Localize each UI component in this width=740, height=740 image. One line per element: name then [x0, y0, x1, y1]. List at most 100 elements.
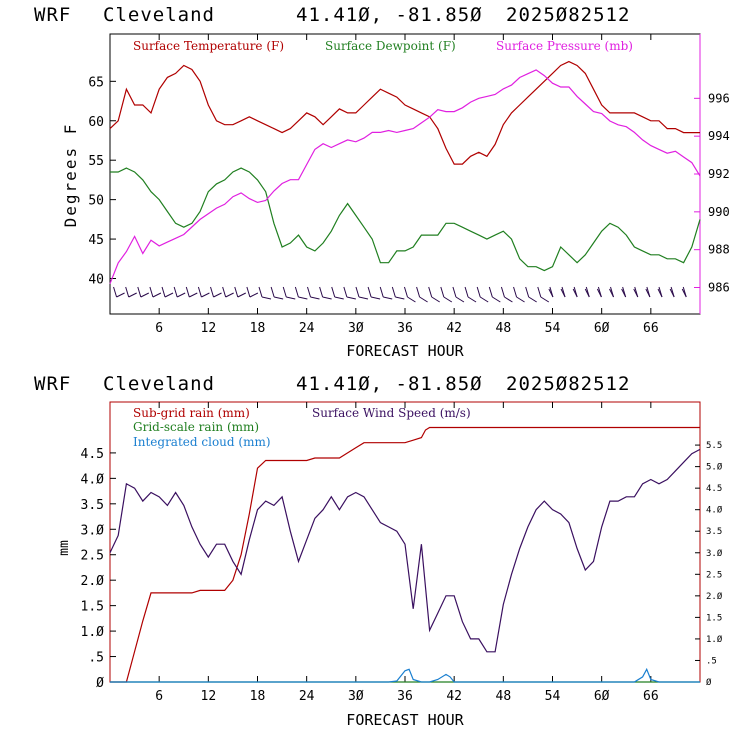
- bottom-x-tick-label: 54: [545, 689, 561, 704]
- bottom-y-tick-label: 4.5: [81, 447, 104, 462]
- sub-grid-rain-line: [110, 426, 700, 683]
- bottom-series: [109, 426, 701, 683]
- legend-surface-dewpoint: Surface Dewpoint (F): [325, 39, 456, 53]
- wind-barb-flag: [537, 286, 542, 298]
- bottom-x-tick-label: 48: [496, 689, 512, 704]
- wind-barb-flag: [476, 286, 481, 298]
- wind-barb: [246, 286, 259, 298]
- bottom-location-label: Cleveland: [103, 373, 215, 395]
- bottom-y-tick-label: Ø: [96, 676, 104, 691]
- integrated-cloud-line: [110, 667, 700, 683]
- wind-barb-flag: [452, 286, 457, 298]
- wind-barb-staff: [189, 292, 198, 298]
- bottom-y-tick-label: 2.Ø: [81, 574, 105, 589]
- bottom-x-tick-label: 42: [446, 689, 462, 704]
- wind-barb-flag: [403, 286, 408, 298]
- top-y2-tick-label: 992: [708, 167, 730, 181]
- wind-barb: [307, 286, 320, 300]
- wind-barb-flag: [258, 286, 263, 298]
- wind-barb-staff: [201, 292, 210, 298]
- wind-barb: [669, 286, 675, 298]
- wind-barb-staff: [140, 292, 150, 298]
- top-x-tick-label: 6: [155, 321, 163, 336]
- wind-barb: [440, 286, 453, 303]
- legend-surface-pressure: Surface Pressure (mb): [496, 39, 633, 53]
- top-y-axis-label: Degrees F: [61, 123, 80, 228]
- wind-barb-flag: [197, 286, 202, 298]
- wind-barb-staff: [431, 296, 440, 303]
- wind-barb-staff: [116, 292, 125, 298]
- wind-barb-staff: [164, 292, 174, 298]
- top-model-label: WRF: [34, 4, 71, 26]
- wind-barb-staff: [176, 292, 186, 298]
- wind-barb-flag: [573, 286, 578, 298]
- wind-barb-flag: [234, 286, 239, 298]
- wind-barb: [379, 286, 393, 300]
- top-y-tick-label: 60: [88, 115, 104, 130]
- wind-barbs: [113, 286, 687, 303]
- wind-barb-staff: [310, 296, 320, 300]
- top-location-label: Cleveland: [103, 4, 215, 26]
- wind-barb: [197, 286, 210, 298]
- wind-barb: [609, 286, 614, 298]
- wind-barb-flag: [307, 286, 311, 298]
- wind-barb: [476, 286, 489, 303]
- wind-barb: [596, 286, 602, 298]
- bottom-y-tick-label: 4.Ø: [81, 472, 105, 487]
- top-x-tick-label: 42: [446, 321, 462, 336]
- wind-barb: [391, 286, 405, 300]
- bottom-y-tick-label: 1.5: [81, 600, 104, 615]
- top-run-label: 2025Ø82512: [506, 4, 630, 26]
- wind-barb: [294, 286, 308, 300]
- top-x-tick-label: 6Ø: [594, 321, 610, 336]
- wind-barb: [560, 286, 566, 298]
- bottom-y-tick-label: 3.Ø: [81, 523, 105, 538]
- wind-barb-staff: [334, 296, 344, 300]
- wind-barb-flag: [440, 286, 445, 298]
- legend-surface-temperature: Surface Temperature (F): [133, 39, 284, 53]
- top-x-tick-label: 48: [496, 321, 512, 336]
- surface-wind-speed-line: [109, 448, 701, 653]
- bottom-axes: 6 12 18 24 3Ø 36 42 48 54 6Ø 66 Ø .5 1.Ø 1.5 2.Ø 2.5 3.Ø 3…: [81, 402, 723, 704]
- wind-barb-staff: [237, 292, 246, 298]
- wind-barb-staff: [516, 296, 525, 303]
- wind-barb: [657, 286, 663, 298]
- wind-barb-staff: [479, 296, 489, 303]
- top-y-tick-label: 50: [88, 194, 104, 209]
- top-x-tick-label: 24: [299, 321, 315, 336]
- top-y2-tick-label: 988: [708, 243, 730, 257]
- bottom-y2-tick-label: 4.5: [706, 484, 722, 494]
- wind-barb: [137, 286, 150, 298]
- wind-barb: [161, 286, 174, 298]
- bottom-y-tick-label: 2.5: [81, 549, 104, 564]
- top-y-tick-label: 65: [88, 75, 104, 90]
- wind-barb: [488, 286, 501, 303]
- wind-barb-staff: [298, 296, 308, 300]
- wind-barb-flag: [525, 286, 530, 298]
- wind-barb-staff: [443, 296, 453, 303]
- wind-barb: [584, 286, 590, 298]
- top-y2-tick-label: 990: [708, 205, 730, 219]
- wind-barb: [367, 286, 381, 300]
- bottom-model-label: WRF: [34, 373, 71, 395]
- wind-barb: [319, 286, 332, 300]
- wind-barb-flag: [549, 286, 554, 298]
- wind-barb: [270, 286, 284, 300]
- wind-barb-flag: [379, 286, 384, 298]
- wind-barb-flag: [113, 286, 118, 298]
- bottom-y2-tick-label: 5.5: [706, 441, 722, 451]
- wind-barb-staff: [504, 296, 513, 303]
- wind-barb-flag: [161, 286, 166, 298]
- bottom-x-axis-label: FORECAST HOUR: [346, 711, 464, 729]
- wind-barb-staff: [467, 296, 477, 303]
- legend-subgrid-rain: Sub-grid rain (mm): [133, 406, 250, 420]
- top-legend: Surface Temperature (F) Surface Dewpoint…: [133, 39, 633, 53]
- wind-barb-flag: [610, 286, 614, 298]
- wind-barb-staff: [383, 296, 393, 300]
- legend-gridscale-rain: Grid-scale rain (mm): [133, 420, 259, 434]
- bottom-y2-tick-label: 5.Ø: [706, 462, 723, 473]
- top-x-tick-label: 3Ø: [348, 321, 364, 336]
- top-y2-tick-label: 996: [708, 91, 730, 105]
- wind-barb-flag: [319, 286, 324, 298]
- wind-barb-flag: [646, 286, 651, 298]
